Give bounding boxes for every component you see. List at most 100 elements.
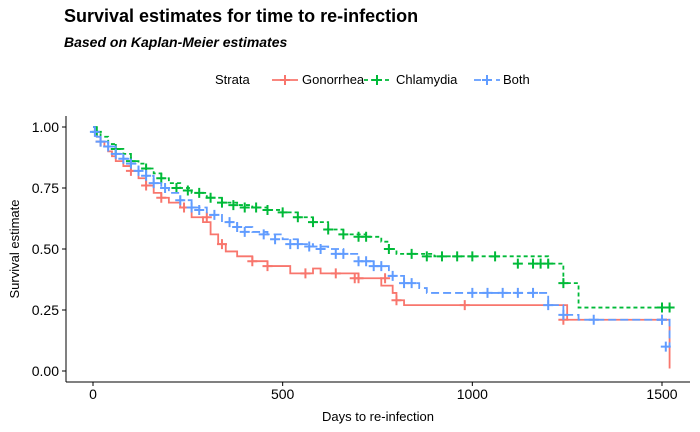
survival-curve [93, 126, 670, 309]
censor-mark [528, 287, 539, 298]
censor-mark [270, 234, 281, 245]
censor-mark [338, 248, 349, 259]
censor-mark [194, 187, 205, 198]
censor-mark [543, 258, 554, 269]
censor-mark [103, 141, 114, 152]
censor-mark [657, 314, 667, 325]
censor-mark [262, 204, 273, 215]
censor-mark [308, 217, 319, 228]
censor-mark [95, 136, 106, 147]
censor-mark [406, 278, 417, 289]
legend-label: Both [503, 72, 530, 87]
x-tick-label: 1500 [646, 386, 677, 402]
censor-mark [175, 195, 186, 206]
y-tick-label: 0.75 [32, 180, 59, 196]
censor-mark [141, 180, 152, 191]
series-gonorrhea [93, 126, 671, 369]
legend-key-mark [372, 75, 382, 85]
censor-mark [330, 268, 341, 279]
x-axis-title: Days to re-infection [322, 409, 434, 424]
censor-mark [300, 268, 311, 279]
censor-mark [512, 287, 523, 298]
censor-mark [459, 300, 470, 311]
censor-mark [512, 258, 523, 269]
censor-mark [304, 241, 315, 252]
censor-mark [664, 302, 675, 313]
censor-mark [482, 287, 493, 298]
legend-label: Gonorrhea [302, 72, 365, 87]
censor-mark [239, 202, 250, 213]
censor-mark [247, 256, 258, 267]
censor-mark [216, 239, 227, 250]
censor-mark [467, 251, 478, 262]
censor-mark [141, 170, 152, 181]
legend-label: Chlamydia [396, 72, 458, 87]
censor-mark [353, 273, 364, 284]
censor-mark [588, 314, 599, 325]
survival-curve [93, 126, 671, 347]
censor-mark [376, 261, 387, 272]
y-tick-label: 0.50 [32, 241, 59, 257]
legend-key-mark [482, 75, 492, 85]
legend-key-mark [280, 75, 290, 85]
legend-title: Strata [215, 72, 250, 87]
censor-mark [228, 200, 239, 211]
censor-mark [361, 231, 372, 242]
censor-mark [156, 192, 167, 203]
y-tick-label: 0.25 [32, 302, 59, 318]
y-tick-label: 0.00 [32, 363, 59, 379]
series-layer [89, 126, 675, 369]
legend-item-chlamydia: Chlamydia [364, 72, 458, 87]
censor-mark [660, 341, 671, 352]
survival-curve [93, 126, 671, 369]
chart-title: Survival estimates for time to re-infect… [64, 6, 419, 26]
censor-mark [262, 261, 273, 272]
censor-mark [490, 251, 501, 262]
censor-mark [133, 165, 144, 176]
y-axis-title: Survival estimate [7, 200, 22, 299]
censor-mark [110, 148, 121, 159]
censor-mark [467, 287, 478, 298]
censor-mark [380, 273, 391, 284]
censor-mark [156, 173, 167, 184]
censor-mark [558, 278, 569, 289]
censor-mark [216, 197, 227, 208]
legend-item-gonorrhea: Gonorrhea [272, 72, 365, 87]
censor-mark [239, 226, 250, 237]
legend-item-both: Both [474, 72, 530, 87]
censor-mark [361, 256, 372, 267]
x-tick-label: 500 [271, 386, 295, 402]
censor-mark [125, 158, 136, 169]
censor-mark [452, 251, 463, 262]
censor-mark [205, 192, 216, 203]
censor-mark [543, 300, 554, 311]
censor-mark [323, 224, 334, 235]
censor-mark [171, 183, 182, 193]
censor-mark [209, 209, 220, 220]
censor-mark [277, 207, 288, 218]
censor-mark [148, 178, 159, 189]
censor-mark [251, 202, 262, 213]
censor-mark [383, 244, 394, 254]
censor-mark [224, 217, 235, 228]
censor-mark [421, 251, 432, 262]
censor-mark [232, 222, 243, 233]
censor-mark [338, 229, 349, 240]
censor-mark [387, 270, 398, 281]
censor-mark [182, 185, 193, 196]
censor-mark [436, 251, 447, 262]
series-both [89, 126, 671, 352]
censor-mark [201, 212, 212, 223]
x-tick-label: 0 [89, 386, 97, 402]
censor-mark [497, 287, 508, 298]
censor-mark [292, 239, 303, 250]
censor-mark [194, 204, 205, 215]
censor-mark [315, 244, 326, 254]
censor-mark [186, 202, 197, 213]
censor-mark [391, 295, 402, 306]
censor-mark [118, 153, 129, 164]
censor-mark [258, 229, 269, 240]
censor-mark [558, 309, 569, 320]
legend: Strata Gonorrhea Chlamydia Both [215, 72, 530, 87]
